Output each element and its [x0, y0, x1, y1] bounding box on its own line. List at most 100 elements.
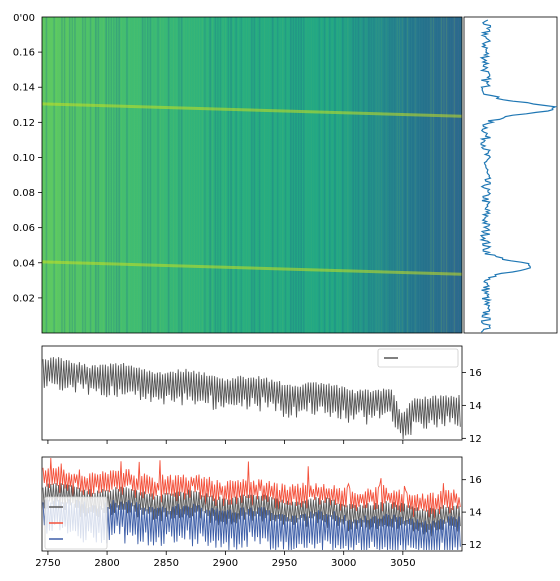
heatmap-stripe [321, 17, 323, 333]
heatmap-stripe [459, 17, 461, 333]
heatmap-stripe [277, 17, 279, 333]
heatmap-stripe [188, 17, 190, 333]
heatmap-ytick-label: 0.08 [13, 188, 35, 199]
heatmap-stripe [50, 17, 52, 333]
heatmap-stripe [271, 17, 274, 333]
stats-ytick-label: 14 [469, 508, 482, 519]
heatmap-stripe [131, 17, 133, 333]
heatmap-stripe [269, 17, 271, 333]
heatmap-stripe [373, 17, 375, 333]
stats-ytick-label: 12 [469, 540, 482, 551]
heatmap-stripe [334, 17, 336, 333]
stats-ytick-label: 16 [469, 475, 482, 486]
heatmap-stripe [362, 17, 365, 333]
heatmap-stripe [173, 17, 175, 333]
heatmap-ytick-label: 0.04 [13, 258, 35, 269]
heatmap-stripe [264, 17, 266, 333]
heatmap-stripe [349, 17, 351, 333]
heatmap-stripe [128, 17, 130, 333]
heatmap-stripe [370, 17, 372, 333]
heatmap-stripe [45, 17, 48, 333]
heatmap-stripe [227, 17, 230, 333]
heatmap-stripe [232, 17, 234, 333]
stokes-ytick-label: 12 [469, 434, 482, 445]
heatmap-stripe [178, 17, 180, 333]
heatmap-stripe [56, 17, 58, 333]
heatmap-stripe [357, 17, 360, 333]
heatmap-stripe [126, 17, 128, 333]
heatmap-stripe [84, 17, 87, 333]
heatmap-stripe [199, 17, 201, 333]
heatmap-stripe [121, 17, 123, 333]
heatmap-stripe [425, 17, 427, 333]
stats-xtick-label: 2900 [213, 558, 238, 569]
heatmap-stripe [66, 17, 68, 333]
heatmap-stripe [149, 17, 152, 333]
heatmap-stripe [139, 17, 141, 333]
heatmap-stripe [105, 17, 108, 333]
stokes-y-ticks: 12 14 16 [462, 368, 482, 445]
heatmap-stripe [284, 17, 287, 333]
heatmap-stripe [113, 17, 115, 333]
heatmap-pulses [41, 102, 463, 276]
heatmap-stripe [336, 17, 338, 333]
heatmap-stripe [248, 17, 250, 333]
stokes-ytick-label: 16 [469, 368, 482, 379]
heatmap-stripe [253, 17, 256, 333]
heatmap-stripe [420, 17, 422, 333]
heatmap-stripe [230, 17, 232, 333]
heatmap-stripe [108, 17, 110, 333]
heatmap-stripe [365, 17, 367, 333]
stokes-panel: 12 14 16 [41, 345, 482, 445]
heatmap-stripe [165, 17, 167, 333]
heatmap-stripe [342, 17, 344, 333]
heatmap-stripe [212, 17, 214, 333]
heatmap-stripe [193, 17, 195, 333]
profile-frame [463, 16, 558, 334]
min-line [42, 497, 461, 551]
heatmap-stripe [378, 17, 380, 333]
heatmap-stripe [82, 17, 84, 333]
heatmap-stripe [326, 17, 328, 333]
heatmap-stripe [144, 17, 146, 333]
heatmap-stripe [347, 17, 349, 333]
heatmap-stripe [313, 17, 315, 333]
heatmap-stripe [396, 17, 398, 333]
heatmap-stripe [414, 17, 416, 333]
heatmap-stripe [279, 17, 281, 333]
stats-xtick-label: 3050 [390, 558, 415, 569]
heatmap-stripe [201, 17, 203, 333]
heatmap-stripe [74, 17, 76, 333]
heatmap-stripe [222, 17, 224, 333]
heatmap-ytick-label: 0.12 [13, 118, 35, 129]
heatmap-stripe [58, 17, 60, 333]
heatmap-stripe [196, 17, 198, 333]
heatmap-stripe [251, 17, 253, 333]
heatmap-stripe [147, 17, 149, 333]
heatmap-stripe [110, 17, 112, 333]
heatmap-stripe [170, 17, 172, 333]
heatmap-stripe [69, 17, 71, 333]
heatmap-stripe [134, 17, 136, 333]
heatmap-stripe [433, 17, 435, 333]
heatmap-stripe [266, 17, 268, 333]
heatmap-ytick-label: 0.06 [13, 223, 35, 234]
heatmap-stripe [355, 17, 357, 333]
heatmap-stripe [71, 17, 73, 333]
heatmap-stripe [97, 17, 100, 333]
stats-xtick-label: 2850 [153, 558, 178, 569]
heatmap-stripe [305, 17, 307, 333]
heatmap-stripe [323, 17, 326, 333]
heatmap-ytick-label: 0'00 [13, 13, 35, 24]
heatmap-stripe [409, 17, 412, 333]
heatmap-stripe [48, 17, 50, 333]
heatmap-stripe [258, 17, 261, 333]
heatmap-stripe [451, 17, 453, 333]
heatmap-stripe [256, 17, 258, 333]
heatmap-stripe [399, 17, 401, 333]
heatmap-y-ticks: 0.02 0.04 0.06 0.08 0.10 0.12 0.14 0.16 0'00 [13, 13, 42, 304]
heatmap-stripe [331, 17, 333, 333]
heatmap-stripe [368, 17, 370, 333]
stokes-line [42, 357, 461, 440]
stokes-ytick-label: 14 [469, 401, 482, 412]
